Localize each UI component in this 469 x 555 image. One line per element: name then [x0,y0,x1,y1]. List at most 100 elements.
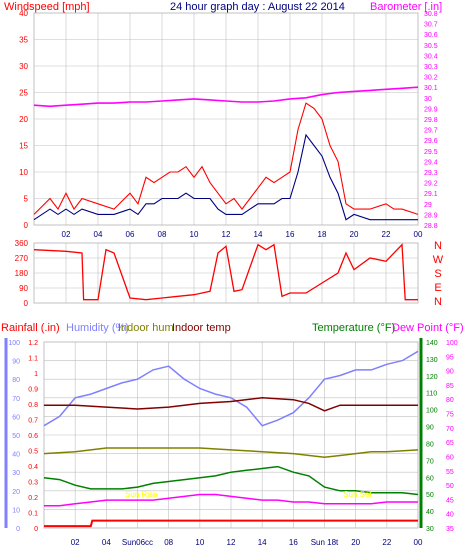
wind-x-tick-label: 18 [318,230,327,239]
humidity-tick-label: 30 [12,470,20,477]
temperature-tick-label: 50 [426,492,434,499]
wind-x-tick-label: 00 [414,230,423,239]
rainfall-tick-label: 1.2 [28,340,38,347]
dewpoint-tick-label: 45 [446,497,454,504]
temp-x-tick-label: 20 [351,538,360,547]
barometer-line [33,86,419,108]
temperature-tick-label: 90 [426,425,434,432]
gust_avg-line [33,133,418,221]
windspeed-tick-label: 25 [19,89,28,98]
dewpoint-tick-label: 60 [446,454,454,461]
humidity-tick-label: 0 [16,526,20,533]
compass-label: S [434,268,441,280]
barometer-tick-label: 28.8 [424,223,438,230]
direction-tick-label: 270 [15,254,29,263]
temp-x-tick-label: 10 [195,538,204,547]
dewpoint-tick-label: 65 [446,440,454,447]
barometer-tick-label: 30.4 [424,53,438,60]
barometer-tick-label: 30.6 [424,32,438,39]
rainfall-tick-label: 0.7 [28,418,38,425]
direction-tick-label: 360 [15,239,29,248]
compass-label: N [434,240,442,252]
barometer-tick-label: 28.9 [424,212,438,219]
barometer-tick-labels: 28.8 28.9 29 29.1 29.2 29.3 29.4 29.5 29.6 29.7 29… [424,11,438,230]
wind-x-tick-label: 14 [254,230,263,239]
series-label: Indoor temp [172,322,231,334]
temperature-tick-label: 70 [426,458,434,465]
humidity-tick-label: 20 [12,489,20,496]
dewpoint-tick-label: 70 [446,426,454,433]
sun-rise-label: Sun Rise [125,490,158,499]
temperature-tick-label: 120 [426,374,438,381]
temp-x-tick-label: 02 [71,538,80,547]
wind-x-tick-label: 12 [222,230,231,239]
humidity-tick-label: 70 [12,396,20,403]
dewpoint-tick-label: 35 [446,526,454,533]
temperature-tick-label: 110 [426,391,437,398]
sun-set-label: Sun Set [343,490,372,499]
humidity-line [43,350,419,427]
temperature-tick-label: 40 [426,509,434,516]
rainfall-tick-label: 1.1 [28,356,38,363]
direction-tick-label: 0 [24,299,29,308]
dewpoint-tick-labels: 35 40 45 50 55 60 65 70 75 80 85 90 95 100 [446,340,458,533]
series-label: Indoor hum [118,322,174,334]
panel-wind-barometer: Windspeed [mph] 24 hour graph day : Augu… [4,1,442,239]
rainfall-tick-label: 0 [34,526,38,533]
temperature-tick-label: 140 [426,340,438,347]
compass-label: W [433,254,444,266]
humidity-tick-label: 100 [8,340,20,347]
temp-series [43,350,419,528]
rainfall-tick-label: 0.2 [28,495,38,502]
indoor_hum-line [43,447,419,459]
dewpoint-tick-label: 90 [446,369,454,376]
temp-x-tick-label: Sun 18t [311,538,339,547]
temperature-tick-label: 60 [426,475,434,482]
barometer-tick-label: 29.2 [424,181,438,188]
rainfall-tick-label: 0.6 [28,433,38,440]
rainfall-tick-label: 0.8 [28,402,38,409]
humidity-tick-label: 10 [12,507,20,514]
wind-series [33,86,419,221]
temp-x-tick-label: 22 [382,538,391,547]
humidity-tick-label: 50 [12,433,20,440]
temperature-tick-label: 30 [426,526,434,533]
wind-x-tick-label: 20 [350,230,359,239]
rainfall-tick-label: 0.3 [28,480,38,487]
barometer-tick-label: 30.2 [424,75,438,82]
windspeed-tick-labels: 0 5 10 15 20 25 30 35 40 [19,9,28,230]
barometer-tick-label: 30.8 [424,11,438,18]
barometer-tick-label: 29.6 [424,138,438,145]
humidity-tick-label: 40 [12,452,20,459]
barometer-axis-label: Barometer [.in] [370,1,442,13]
direction-tick-labels: 0 90 180 270 360 [15,239,29,308]
windspeed-tick-label: 15 [19,142,28,151]
windspeed-tick-label: 30 [19,62,28,71]
rainfall-tick-label: 0.9 [28,387,38,394]
compass-label: E [434,282,441,294]
dewpoint-tick-label: 85 [446,383,454,390]
temp-x-tick-label: 12 [227,538,236,547]
temp-x-tick-label: 14 [258,538,267,547]
temp-x-tick-label: 08 [164,538,173,547]
dewpoint-tick-label: 95 [446,354,454,361]
wind-direction-line [33,243,418,301]
sun-annotations: Sun Rise Sun Set [125,490,372,499]
barometer-tick-label: 30.3 [424,64,438,71]
barometer-tick-label: 29 [424,202,432,209]
wind-x-tick-label: 06 [126,230,135,239]
dewpoint-tick-label: 100 [446,340,458,347]
temperature-tick-label: 130 [426,357,438,364]
temp-x-tick-labels: 02 04 Sun06cc 08 10 12 14 16 Sun 18t 20 22 00 [71,538,423,547]
wind-x-tick-label: 04 [94,230,103,239]
rainfall-tick-label: 0.5 [28,449,38,456]
rainfall-tick-labels: 0 0.1 0.2 0.3 0.4 0.5 0.6 0.7 0.8 0.9 1 1.1 1.2 [28,340,38,533]
dewpoint-tick-label: 40 [446,512,454,519]
temperature-tick-labels: 30 40 50 60 70 80 90 100 110 120 130 140 [426,340,438,533]
direction-tick-label: 180 [15,269,29,278]
direction-series [33,243,418,301]
temp-x-tick-label: Sun06cc [122,538,153,547]
